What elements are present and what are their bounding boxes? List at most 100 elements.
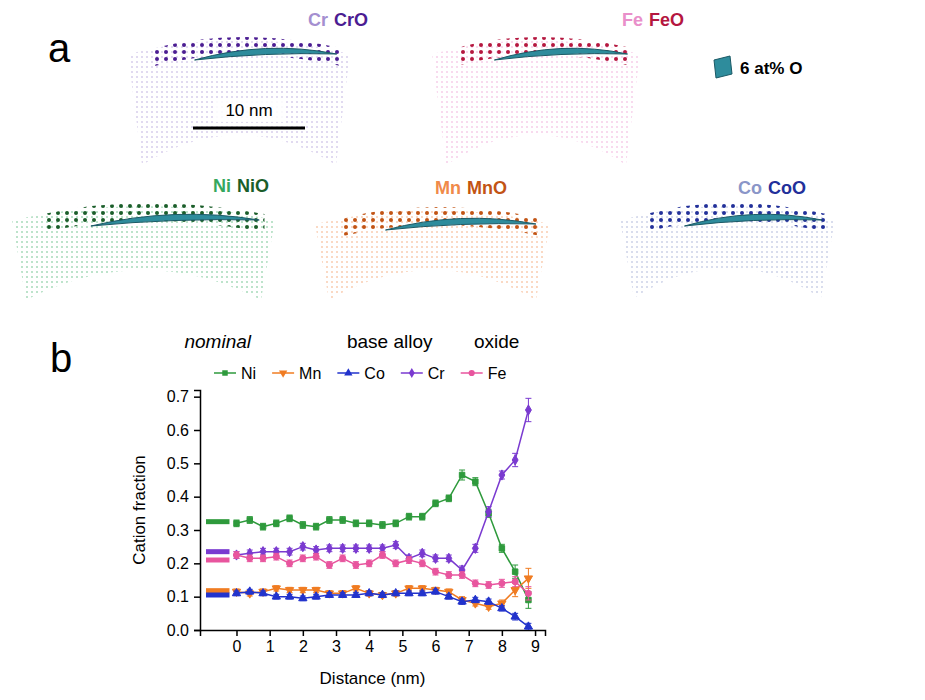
x-tick-mark bbox=[269, 630, 271, 636]
x-tick-mark bbox=[369, 630, 371, 636]
data-point bbox=[379, 552, 385, 558]
y-axis: 0.0 0.1 0.2 0.3 0.4 0.5 0.6 0.7 bbox=[167, 388, 201, 638]
x-tick: 6 bbox=[432, 630, 441, 655]
error-bar bbox=[353, 520, 359, 527]
x-tick: 1 bbox=[266, 630, 275, 655]
oxide-ions bbox=[343, 207, 540, 236]
error-bar bbox=[393, 520, 399, 527]
data-point bbox=[272, 592, 280, 599]
isosurface bbox=[685, 214, 823, 226]
region-label: nominal bbox=[184, 331, 251, 352]
error-bar bbox=[433, 568, 439, 575]
data-point bbox=[393, 560, 399, 566]
y-axis-title: Cation fraction bbox=[130, 455, 149, 565]
data-point bbox=[259, 589, 267, 596]
data-point bbox=[300, 542, 306, 552]
series-line bbox=[236, 410, 528, 570]
y-tick-label: 0.2 bbox=[167, 555, 189, 572]
atom-map bbox=[620, 203, 835, 298]
atom-map bbox=[432, 37, 640, 165]
x-tick-label: 6 bbox=[432, 638, 441, 655]
data-point bbox=[405, 589, 413, 596]
error-bar bbox=[260, 555, 266, 562]
x-tick-label: 8 bbox=[498, 638, 507, 655]
data-point bbox=[486, 582, 492, 588]
isosurface-label: 6 at% O bbox=[740, 59, 802, 78]
region-label: base alloy bbox=[347, 331, 433, 352]
data-point bbox=[299, 594, 307, 601]
data-point bbox=[366, 543, 372, 553]
x-tick-label: 0 bbox=[233, 638, 242, 655]
y-tick: 0.4 bbox=[167, 488, 200, 505]
data-point bbox=[300, 555, 306, 561]
error-bar bbox=[326, 562, 332, 569]
error-bar bbox=[247, 517, 253, 524]
error-bar bbox=[233, 552, 239, 559]
data-point bbox=[432, 569, 438, 575]
legend-label: Mn bbox=[299, 365, 321, 382]
data-point bbox=[419, 548, 425, 558]
oxide-label: CoO bbox=[768, 178, 806, 198]
data-point bbox=[446, 553, 452, 563]
data-point bbox=[472, 580, 478, 586]
nominal-bar bbox=[206, 519, 229, 524]
error-bar bbox=[419, 513, 425, 520]
data-point bbox=[406, 553, 412, 563]
legend-item: Ni bbox=[214, 365, 256, 382]
data-point bbox=[260, 555, 266, 561]
data-point bbox=[365, 589, 373, 596]
data-point bbox=[325, 591, 333, 598]
y-tick-label: 0.1 bbox=[167, 588, 189, 605]
element-label: Mn bbox=[435, 178, 461, 198]
legend-item: Fe bbox=[461, 365, 507, 382]
x-tick: 8 bbox=[498, 630, 507, 655]
y-tick-label: 0.0 bbox=[167, 622, 189, 639]
data-point bbox=[472, 543, 478, 553]
error-bar bbox=[366, 560, 372, 567]
data-point bbox=[273, 554, 279, 560]
error-bar bbox=[486, 582, 492, 589]
data-point bbox=[287, 516, 292, 521]
y-tick-label: 0.3 bbox=[167, 522, 189, 539]
y-tick: 0.7 bbox=[167, 388, 200, 405]
series-line bbox=[236, 475, 528, 600]
data-point bbox=[353, 562, 359, 568]
isosurface-swatch bbox=[714, 56, 732, 78]
series bbox=[206, 587, 533, 630]
legend-marker bbox=[409, 368, 415, 378]
data-point bbox=[525, 405, 531, 415]
data-point bbox=[352, 590, 360, 597]
data-point bbox=[393, 521, 398, 526]
data-point bbox=[459, 472, 464, 477]
x-tick-mark bbox=[502, 630, 504, 636]
data-point bbox=[259, 589, 267, 596]
y-tick: 0.5 bbox=[167, 455, 200, 472]
error-bar bbox=[499, 579, 505, 587]
data-point bbox=[524, 622, 532, 629]
data-point bbox=[511, 588, 519, 595]
data-point bbox=[511, 612, 519, 619]
y-tick-mark bbox=[194, 496, 200, 498]
legend-label: Fe bbox=[488, 365, 507, 382]
error-bar bbox=[525, 398, 531, 421]
error-bar bbox=[406, 557, 412, 564]
x-axis: 0123456789 bbox=[201, 630, 546, 655]
error-bar bbox=[486, 507, 492, 517]
error-bar bbox=[313, 553, 319, 560]
data-point bbox=[498, 604, 506, 611]
data-point bbox=[366, 560, 372, 566]
y-tick-label: 0.6 bbox=[167, 422, 189, 439]
oxide-ions bbox=[44, 203, 265, 232]
oxide-ions bbox=[646, 203, 827, 232]
data-point bbox=[393, 540, 399, 550]
x-tick-mark bbox=[336, 630, 338, 636]
y-tick-label: 0.5 bbox=[167, 455, 189, 472]
x-tick: 7 bbox=[465, 630, 474, 655]
legend-marker bbox=[344, 368, 352, 375]
error-bar bbox=[446, 495, 452, 502]
y-tick-mark bbox=[194, 596, 200, 598]
isosurface bbox=[494, 48, 627, 60]
element-label: Cr bbox=[308, 10, 328, 30]
error-bar bbox=[459, 572, 465, 579]
data-point bbox=[499, 580, 505, 586]
